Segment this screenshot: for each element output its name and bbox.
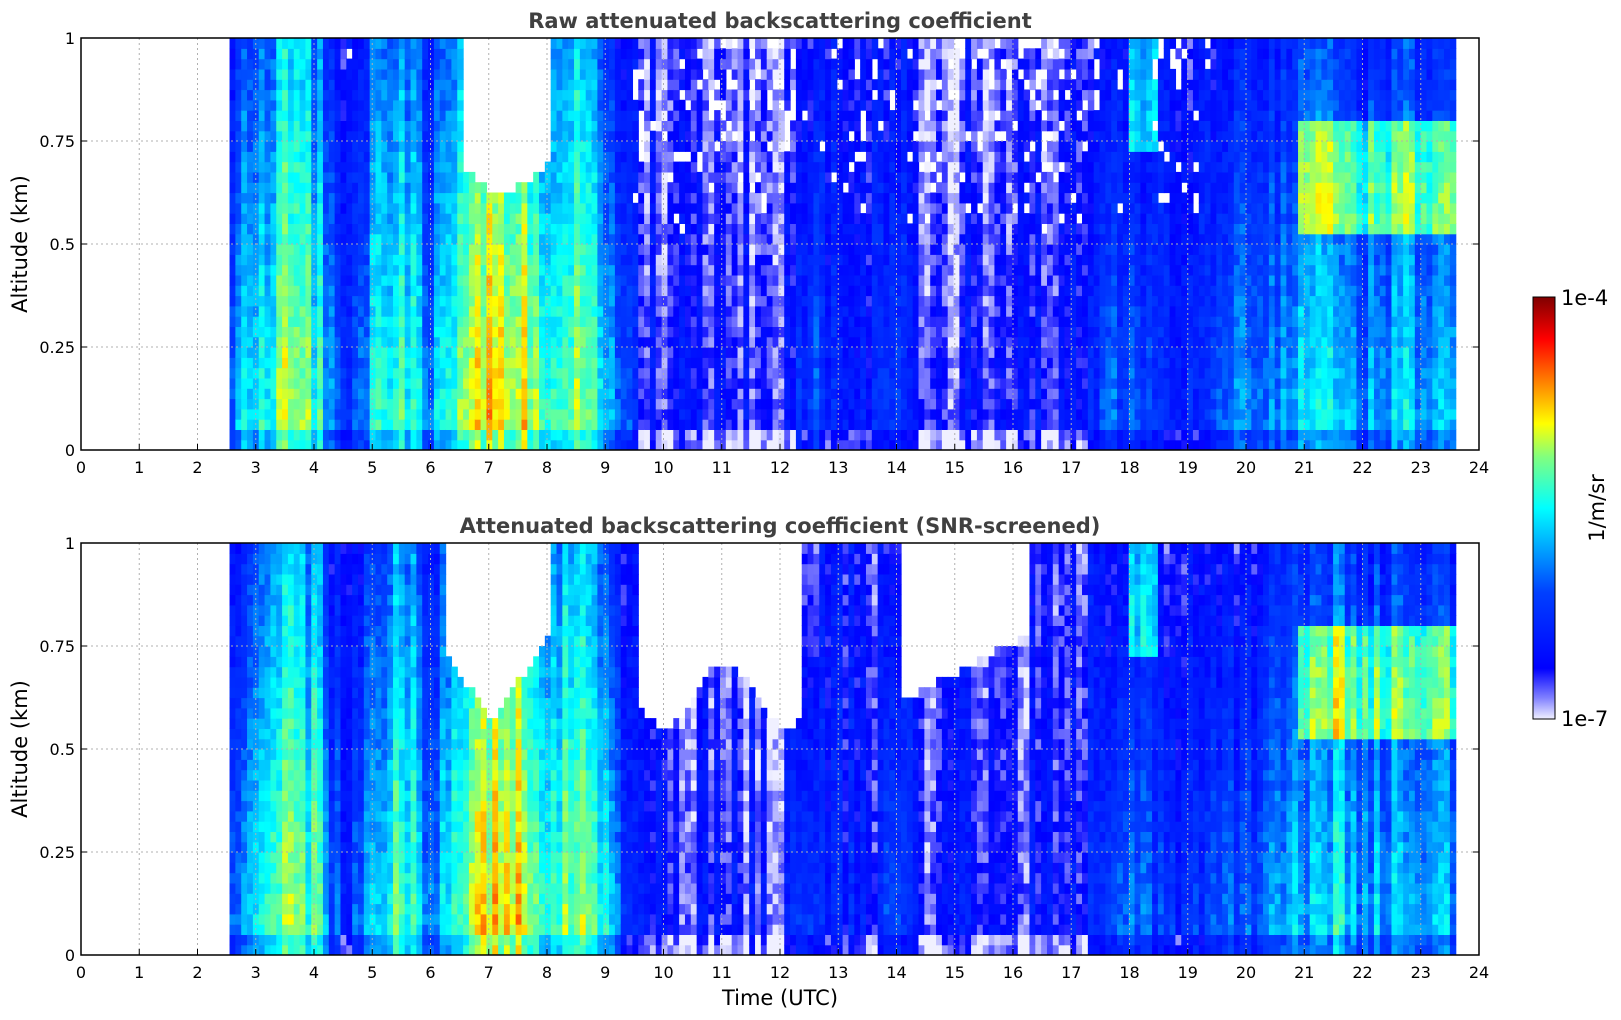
x-tick-label: 12 (770, 458, 790, 477)
x-tick-label: 0 (76, 963, 86, 982)
colorbar-gradient (1532, 296, 1556, 720)
x-tick-label: 3 (251, 963, 261, 982)
x-tick-label: 24 (1469, 963, 1489, 982)
x-tick-label: 3 (251, 458, 261, 477)
y-ticks-screened: 0 0.25 0.5 0.75 1 (39, 534, 1479, 965)
x-tick-label: 10 (653, 963, 673, 982)
x-tick-label: 20 (1236, 963, 1256, 982)
panel-title-screened: Attenuated backscattering coefficient (S… (460, 514, 1101, 538)
x-tick-label: 10 (653, 458, 673, 477)
x-tick-label: 11 (712, 458, 732, 477)
x-tick-label: 20 (1236, 458, 1256, 477)
panel-screened: Attenuated backscattering coefficient (S… (8, 514, 1489, 1010)
x-ticks-raw: 0 1 2 3 4 5 6 7 8 9 10 11 12 13 14 15 16 17 18 19 20 21 22 23 24 (76, 444, 1489, 477)
x-tick-label: 6 (425, 963, 435, 982)
x-tick-label: 22 (1352, 963, 1372, 982)
x-tick-label: 2 (192, 963, 202, 982)
gridlines-screened (81, 543, 1479, 955)
x-tick-label: 23 (1411, 458, 1431, 477)
y-tick-label: 0.25 (39, 843, 75, 862)
y-tick-label: 0.5 (50, 235, 75, 254)
x-tick-label: 19 (1178, 458, 1198, 477)
heatmap-screened (229, 543, 1457, 955)
x-tick-label: 14 (886, 963, 906, 982)
x-tick-label: 4 (309, 963, 319, 982)
gridlines-raw (81, 38, 1479, 450)
x-tick-label: 21 (1294, 458, 1314, 477)
y-tick-label: 0.75 (39, 132, 75, 151)
x-tick-label: 8 (542, 963, 552, 982)
x-tick-label: 17 (1061, 963, 1081, 982)
x-tick-label: 1 (134, 458, 144, 477)
x-tick-label: 12 (770, 963, 790, 982)
x-tick-label: 5 (367, 458, 377, 477)
x-tick-label: 8 (542, 458, 552, 477)
x-tick-label: 4 (309, 458, 319, 477)
colorbar-min-label: 1e-7 (1561, 707, 1608, 731)
x-axis-label: Time (UTC) (721, 986, 838, 1010)
x-tick-label: 7 (484, 458, 494, 477)
x-tick-label: 23 (1411, 963, 1431, 982)
colorbar: 1e-4 1e-7 1/m/sr (1532, 286, 1609, 731)
y-tick-label: 0 (65, 441, 75, 460)
x-tick-label: 21 (1294, 963, 1314, 982)
x-tick-label: 9 (600, 963, 610, 982)
x-tick-label: 18 (1119, 963, 1139, 982)
x-tick-label: 9 (600, 458, 610, 477)
x-tick-label: 18 (1119, 458, 1139, 477)
x-tick-label: 2 (192, 458, 202, 477)
y-axis-label-screened: Altitude (km) (8, 680, 32, 818)
x-tick-label: 17 (1061, 458, 1081, 477)
colorbar-unit-label: 1/m/sr (1585, 474, 1609, 542)
x-tick-label: 16 (1003, 458, 1023, 477)
y-tick-label: 1 (65, 534, 75, 553)
x-tick-label: 1 (134, 963, 144, 982)
y-ticks-raw: 0 0.25 0.5 0.75 1 (39, 29, 1479, 460)
x-tick-label: 0 (76, 458, 86, 477)
panel-raw: Raw attenuated backscattering coefficien… (8, 9, 1489, 477)
x-tick-label: 13 (828, 458, 848, 477)
heatmap-raw (229, 38, 1457, 450)
y-tick-label: 0.25 (39, 338, 75, 357)
y-axis-label-raw: Altitude (km) (8, 175, 32, 313)
x-ticks-screened: 0 1 2 3 4 5 6 7 8 9 10 11 12 13 14 15 16 17 18 19 20 21 22 23 24 (76, 949, 1489, 982)
x-tick-label: 19 (1178, 963, 1198, 982)
y-tick-label: 0.5 (50, 740, 75, 759)
x-tick-label: 16 (1003, 963, 1023, 982)
y-tick-label: 0.75 (39, 637, 75, 656)
x-tick-label: 6 (425, 458, 435, 477)
x-tick-label: 13 (828, 963, 848, 982)
x-tick-label: 22 (1352, 458, 1372, 477)
x-tick-label: 15 (945, 458, 965, 477)
x-tick-label: 11 (712, 963, 732, 982)
y-tick-label: 0 (65, 946, 75, 965)
x-tick-label: 14 (886, 458, 906, 477)
x-tick-label: 24 (1469, 458, 1489, 477)
colorbar-max-label: 1e-4 (1561, 286, 1608, 310)
x-tick-label: 15 (945, 963, 965, 982)
x-tick-label: 7 (484, 963, 494, 982)
y-tick-label: 1 (65, 29, 75, 48)
panel-title-raw: Raw attenuated backscattering coefficien… (528, 9, 1032, 33)
x-tick-label: 5 (367, 963, 377, 982)
